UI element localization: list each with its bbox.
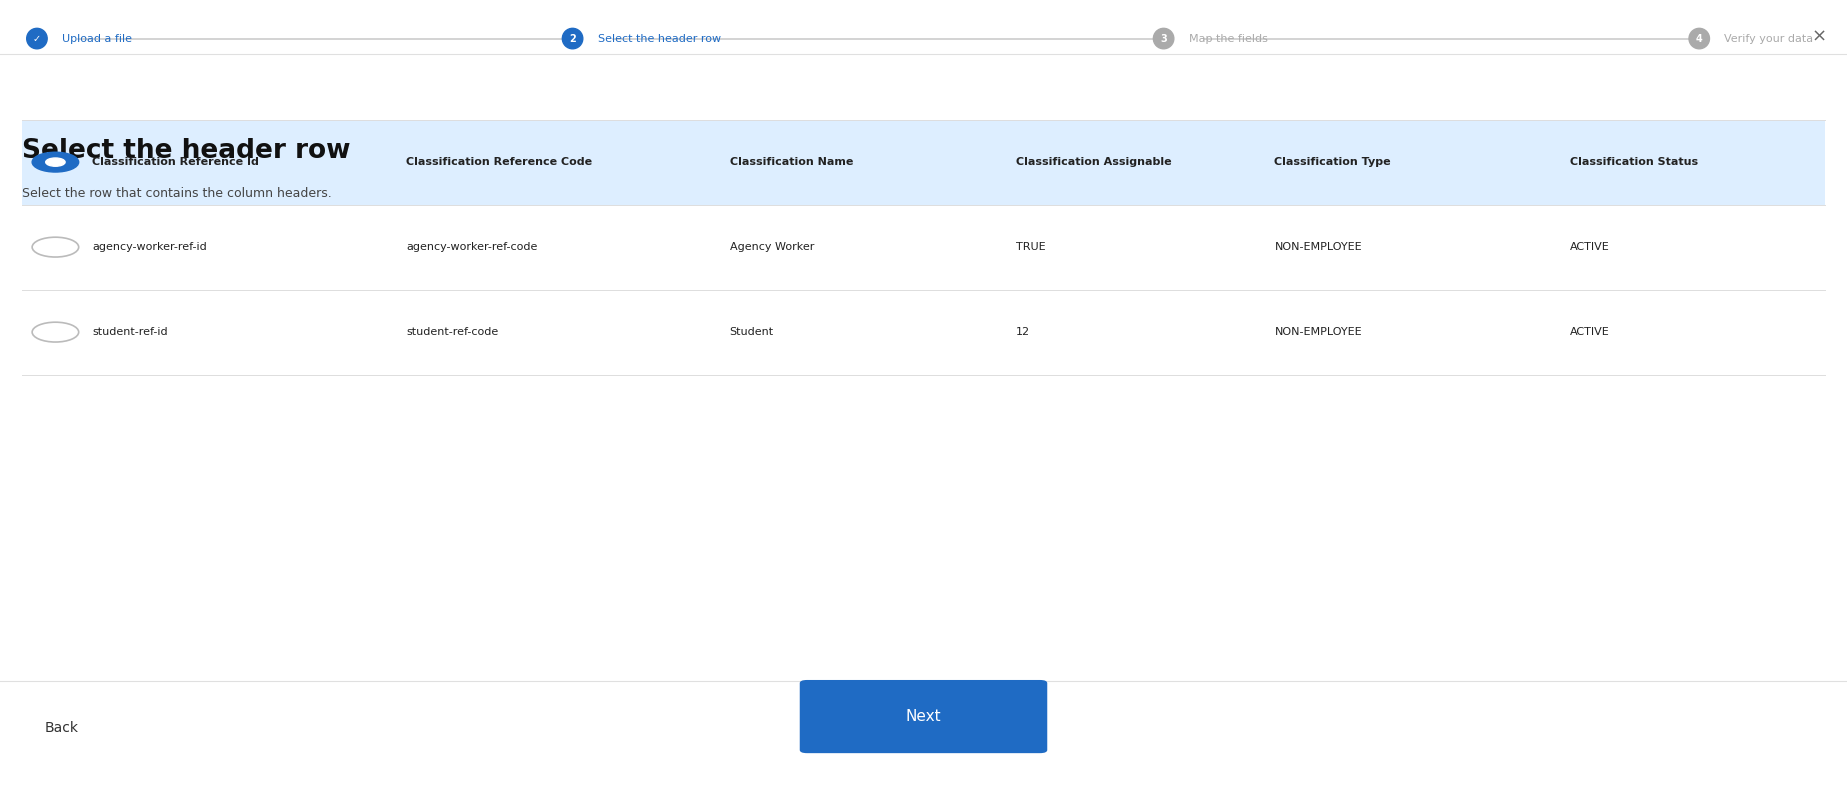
Text: Classification Status: Classification Status: [1570, 157, 1697, 167]
Ellipse shape: [1153, 28, 1175, 49]
Text: agency-worker-ref-id: agency-worker-ref-id: [92, 242, 207, 252]
FancyBboxPatch shape: [22, 205, 1825, 290]
Text: Classification Name: Classification Name: [730, 157, 853, 167]
Text: Agency Worker: Agency Worker: [730, 242, 815, 252]
Text: Map the fields: Map the fields: [1189, 34, 1267, 43]
Text: Classification Reference Code: Classification Reference Code: [406, 157, 593, 167]
FancyBboxPatch shape: [800, 680, 1047, 753]
Text: Select the row that contains the column headers.: Select the row that contains the column …: [22, 187, 332, 201]
Text: Select the header row: Select the header row: [598, 34, 720, 43]
Text: 2: 2: [569, 34, 576, 43]
Text: Verify your data: Verify your data: [1725, 34, 1814, 43]
Text: agency-worker-ref-code: agency-worker-ref-code: [406, 242, 537, 252]
Ellipse shape: [1688, 28, 1710, 49]
Text: Classification Assignable: Classification Assignable: [1016, 157, 1171, 167]
Text: Classification Reference Id: Classification Reference Id: [92, 157, 259, 167]
Text: Classification Type: Classification Type: [1274, 157, 1391, 167]
Text: 12: 12: [1016, 327, 1031, 337]
Ellipse shape: [26, 28, 48, 49]
FancyBboxPatch shape: [22, 290, 1825, 375]
Text: student-ref-id: student-ref-id: [92, 327, 168, 337]
Text: NON-EMPLOYEE: NON-EMPLOYEE: [1274, 327, 1361, 337]
Text: TRUE: TRUE: [1016, 242, 1045, 252]
Text: ×: ×: [1812, 28, 1827, 46]
Text: ✓: ✓: [33, 34, 41, 43]
Text: student-ref-code: student-ref-code: [406, 327, 499, 337]
Ellipse shape: [561, 28, 584, 49]
Text: Next: Next: [905, 709, 942, 724]
Text: NON-EMPLOYEE: NON-EMPLOYEE: [1274, 242, 1361, 252]
Text: Select the header row: Select the header row: [22, 138, 351, 164]
Text: Upload a file: Upload a file: [63, 34, 131, 43]
Text: 4: 4: [1696, 34, 1703, 43]
Circle shape: [31, 152, 79, 172]
Text: Student: Student: [730, 327, 774, 337]
Circle shape: [46, 158, 65, 166]
Text: Back: Back: [44, 721, 78, 735]
Text: ACTIVE: ACTIVE: [1570, 327, 1611, 337]
FancyBboxPatch shape: [22, 120, 1825, 205]
Text: ACTIVE: ACTIVE: [1570, 242, 1611, 252]
Text: 3: 3: [1160, 34, 1167, 43]
